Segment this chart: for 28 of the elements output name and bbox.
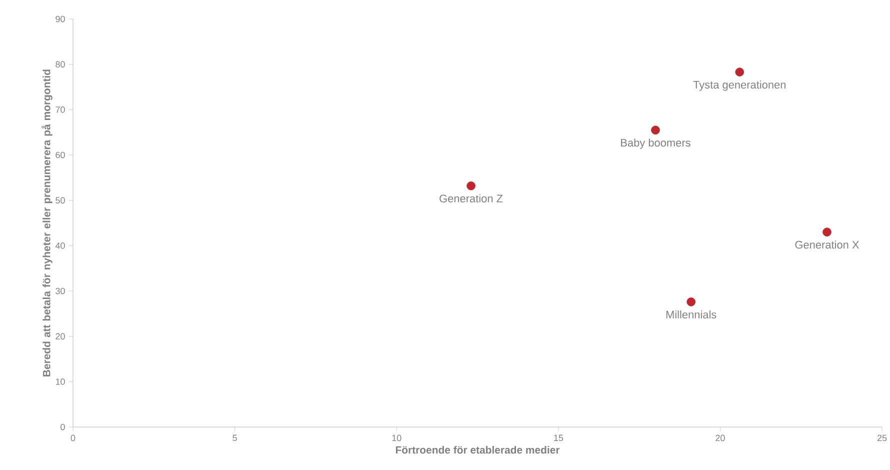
x-tick-label: 0 (70, 434, 76, 442)
annotation: Tysta generationen (693, 80, 786, 91)
y-tick-label: 60 (56, 152, 65, 158)
y-tick-label: 90 (56, 16, 65, 22)
point (466, 181, 476, 190)
x-tick-label: 15 (554, 434, 564, 442)
y-tick-label: 0 (60, 424, 65, 430)
point (735, 68, 744, 76)
annotation: Generation X (795, 240, 860, 249)
point (686, 297, 696, 306)
y-tick-label: 80 (56, 61, 65, 68)
annotation: Generation Z (440, 194, 503, 202)
y-tick-label: 20 (56, 333, 65, 340)
point (822, 228, 832, 236)
y-tick-label: 50 (56, 197, 65, 204)
y-axis-title: Beredd att betala för nyheter eller prenumerera på morgontid (42, 70, 52, 376)
x-tick-label: 5 (232, 434, 237, 442)
y-tick-label: 30 (56, 288, 65, 294)
annotation: Baby boomers (621, 138, 690, 149)
y-tick-label: 70 (56, 106, 65, 113)
point (651, 126, 660, 134)
x-axis-title: Förtroende för etablerade medier (396, 446, 560, 454)
x-tick-label: 10 (392, 434, 402, 442)
x-tick-label: 20 (716, 434, 725, 442)
y-tick-label: 10 (56, 378, 65, 385)
x-tick-label: 25 (877, 434, 887, 442)
annotation: Millennials (666, 310, 716, 318)
y-tick-label: 40 (55, 242, 65, 249)
